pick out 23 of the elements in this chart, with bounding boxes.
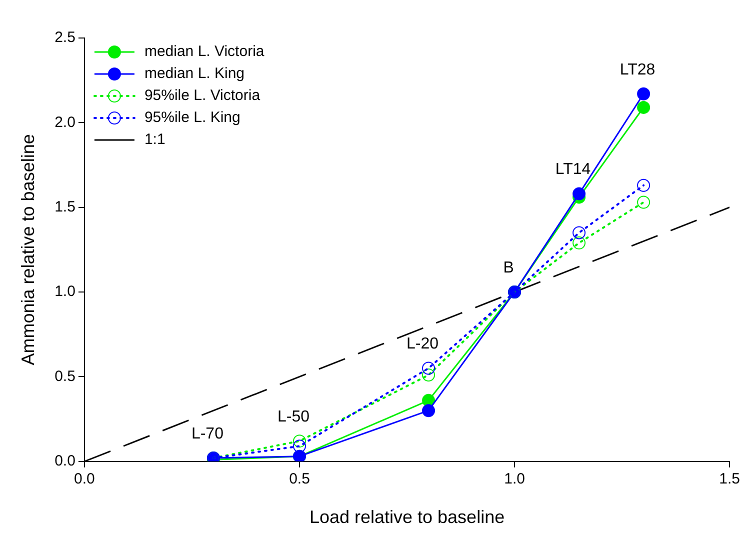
annotation: L-50 (277, 408, 310, 426)
y-tick-label: 1.5 (54, 198, 76, 216)
y-axis-title: Ammonia relative to baseline (18, 134, 38, 366)
x-tick-label: 0.0 (74, 470, 95, 488)
y-tick-label: 1.0 (54, 283, 76, 300)
x-tick-label: 1.0 (504, 470, 525, 488)
legend-label: 95%ile L. Victoria (144, 87, 261, 104)
annotation: LT14 (555, 161, 591, 178)
legend-label: median L. King (144, 65, 245, 82)
x-axis-title: Load relative to baseline (309, 507, 505, 528)
annotation: L-70 (191, 425, 224, 442)
y-tick-label: 0.0 (54, 452, 76, 470)
x-tick-label: 1.5 (719, 470, 740, 488)
y-tick-label: 0.5 (54, 368, 76, 385)
annotation: LT28 (620, 61, 656, 78)
annotation: B (503, 259, 514, 276)
legend-label: median L. Victoria (144, 43, 265, 60)
legend-label: 1:1 (144, 131, 166, 148)
legend-label: 95%ile L. King (144, 109, 240, 126)
x-tick-label: 0.5 (289, 470, 310, 488)
y-tick-label: 2.5 (54, 29, 76, 46)
y-tick-label: 2.0 (54, 114, 76, 131)
annotation: L-20 (406, 336, 439, 353)
